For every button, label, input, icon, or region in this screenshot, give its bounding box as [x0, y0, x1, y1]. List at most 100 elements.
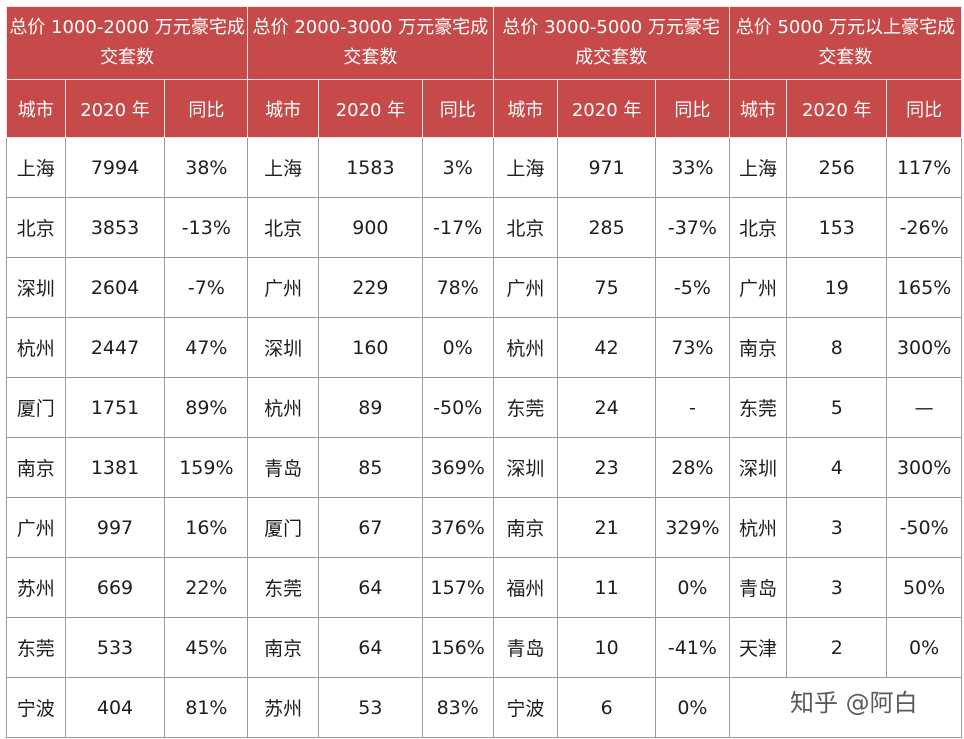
yoy-cell: 22%: [164, 557, 249, 618]
table-row: 南京 1381 159% 青岛 85 369% 深圳 23 28% 深圳 4 300%: [6, 437, 962, 498]
city-cell: 苏州: [6, 557, 66, 618]
count-cell: 7994: [64, 137, 166, 198]
yoy-cell: -50%: [886, 497, 962, 558]
city-cell: 深圳: [492, 437, 559, 498]
table-row: 上海 7994 38% 上海 1583 3% 上海 971 33% 上海 256 117%: [6, 137, 962, 198]
count-cell: 2: [786, 617, 888, 678]
count-cell: 89: [317, 377, 423, 438]
yoy-cell: -5%: [655, 257, 730, 318]
yoy-cell: 83%: [421, 677, 494, 738]
city-cell: 福州: [492, 557, 559, 618]
city-header: 城市: [728, 79, 788, 138]
year-2020-header: 2020 年: [64, 79, 166, 138]
count-cell: 2604: [64, 257, 166, 318]
count-cell: 21: [557, 497, 657, 558]
count-cell: 900: [317, 197, 423, 258]
city-cell: 杭州: [6, 317, 66, 378]
city-cell: 南京: [6, 437, 66, 498]
count-cell: 67: [317, 497, 423, 558]
count-cell: 160: [317, 317, 423, 378]
yoy-cell: -37%: [655, 197, 730, 258]
city-header: 城市: [492, 79, 559, 138]
yoy-cell: 47%: [164, 317, 249, 378]
city-cell: 宁波: [6, 677, 66, 738]
yoy-cell: 376%: [421, 497, 494, 558]
table-row: 广州 997 16% 厦门 67 376% 南京 21 329% 杭州 3 -50%: [6, 497, 962, 558]
group-header-row: 总价 1000-2000 万元豪宅成交套数 总价 2000-3000 万元豪宅成…: [5, 6, 963, 80]
city-cell: 广州: [728, 257, 788, 318]
count-cell: 85: [317, 437, 423, 498]
count-cell: 153: [786, 197, 888, 258]
yoy-cell: 16%: [164, 497, 249, 558]
count-cell: 3: [786, 557, 888, 618]
yoy-cell: 369%: [421, 437, 494, 498]
city-header: 城市: [6, 79, 66, 138]
count-cell: 285: [557, 197, 657, 258]
city-cell: 东莞: [728, 377, 788, 438]
yoy-header: 同比: [164, 79, 249, 138]
table-row: 杭州 2447 47% 深圳 160 0% 杭州 42 73% 南京 8 300%: [6, 317, 962, 378]
count-cell: 1381: [64, 437, 166, 498]
city-cell: 杭州: [247, 377, 319, 438]
city-cell: 上海: [492, 137, 559, 198]
group-header-1000-2000: 总价 1000-2000 万元豪宅成交套数: [5, 6, 249, 80]
count-cell: 256: [786, 137, 888, 198]
count-cell: 2447: [64, 317, 166, 378]
count-cell: 42: [557, 317, 657, 378]
city-cell: 青岛: [492, 617, 559, 678]
column-header-row: 城市 2020 年同比 城市 2020 年同比 城市 2020 年同比 城市 2020 年同比: [6, 79, 962, 138]
yoy-cell: 165%: [886, 257, 962, 318]
city-cell: 上海: [6, 137, 66, 198]
count-cell: 533: [64, 617, 166, 678]
count-cell: 997: [64, 497, 166, 558]
yoy-cell: -17%: [421, 197, 494, 258]
count-cell: 75: [557, 257, 657, 318]
yoy-cell: 28%: [655, 437, 730, 498]
count-cell: 669: [64, 557, 166, 618]
city-cell: 天津: [728, 617, 788, 678]
city-cell: 广州: [6, 497, 66, 558]
yoy-cell: 3%: [421, 137, 494, 198]
yoy-cell: 78%: [421, 257, 494, 318]
city-cell: 厦门: [247, 497, 319, 558]
city-cell: 青岛: [728, 557, 788, 618]
count-cell: 23: [557, 437, 657, 498]
table-body: 上海 7994 38% 上海 1583 3% 上海 971 33% 上海 256 117% 北京 3853…: [6, 137, 963, 738]
count-cell: 1583: [317, 137, 423, 198]
year-2020-header: 2020 年: [786, 79, 888, 138]
yoy-cell: 45%: [164, 617, 249, 678]
count-cell: 19: [786, 257, 888, 318]
city-cell: 青岛: [247, 437, 319, 498]
city-cell: 宁波: [492, 677, 559, 738]
city-cell: 厦门: [6, 377, 66, 438]
count-cell: 3: [786, 497, 888, 558]
yoy-header: 同比: [886, 79, 962, 138]
count-cell: 24: [557, 377, 657, 438]
table-row: 深圳 2604 -7% 广州 229 78% 广州 75 -5% 广州 19 165%: [6, 257, 962, 318]
group-header-5000-plus: 总价 5000 万元以上豪宅成交套数: [728, 6, 963, 80]
watermark: 知乎 @阿白: [790, 689, 918, 717]
count-cell: 53: [317, 677, 423, 738]
table-row: 苏州 669 22% 东莞 64 157% 福州 11 0% 青岛 3 50%: [6, 557, 962, 618]
table-row: 宁波 404 81% 苏州 53 83% 宁波 6 0%: [6, 677, 963, 738]
city-cell: 深圳: [247, 317, 319, 378]
city-cell: 北京: [492, 197, 559, 258]
city-cell: 深圳: [6, 257, 66, 318]
group-header-3000-5000: 总价 3000-5000 万元豪宅成交套数: [492, 6, 730, 80]
luxury-housing-table: 总价 1000-2000 万元豪宅成交套数 总价 2000-3000 万元豪宅成…: [5, 6, 963, 738]
yoy-cell: 117%: [886, 137, 962, 198]
city-cell: 广州: [247, 257, 319, 318]
city-cell: 北京: [6, 197, 66, 258]
yoy-cell: -41%: [655, 617, 730, 678]
yoy-cell: 156%: [421, 617, 494, 678]
yoy-cell: 0%: [655, 557, 730, 618]
yoy-cell: 50%: [886, 557, 962, 618]
count-cell: 5: [786, 377, 888, 438]
count-cell: 4: [786, 437, 888, 498]
yoy-cell: 0%: [655, 677, 730, 738]
city-cell: 广州: [492, 257, 559, 318]
yoy-cell: -7%: [164, 257, 249, 318]
yoy-cell: -13%: [164, 197, 249, 258]
table-row: 厦门 1751 89% 杭州 89 -50% 东莞 24- 东莞 5—: [6, 377, 962, 438]
year-2020-header: 2020 年: [557, 79, 657, 138]
